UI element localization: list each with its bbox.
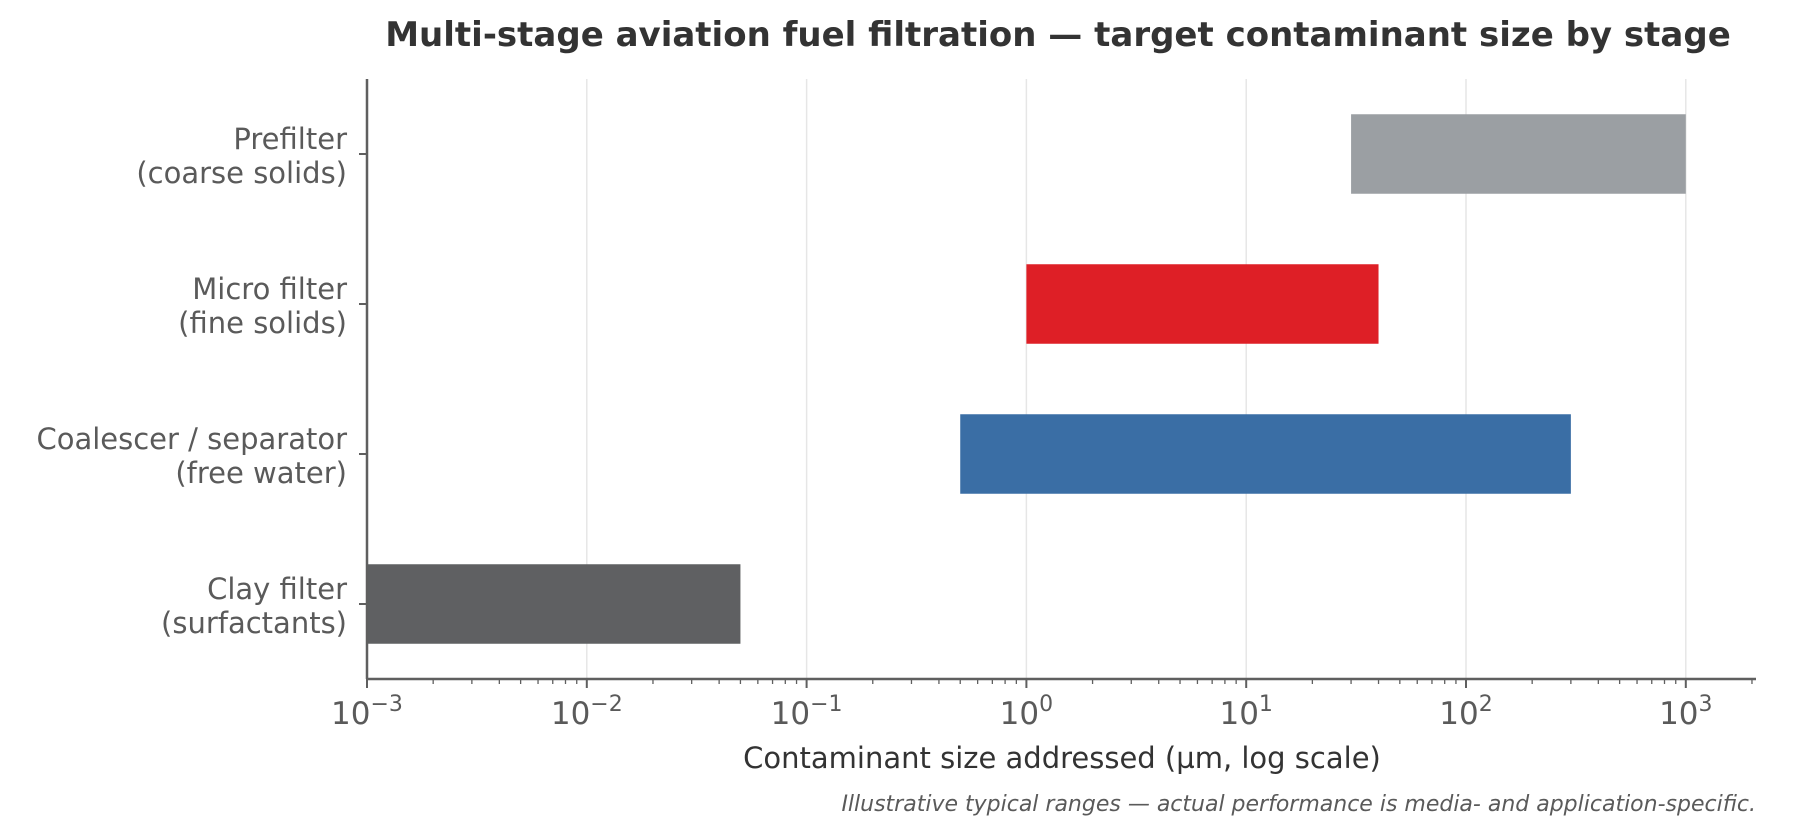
category-sublabel: (coarse solids) xyxy=(136,156,347,190)
category-labels: Prefilter(coarse solids) Micro filter(fin… xyxy=(36,122,347,640)
bar xyxy=(1351,114,1686,194)
axes xyxy=(365,79,1756,681)
x-tick-label: 10−3 xyxy=(331,692,403,732)
bar xyxy=(960,414,1571,494)
category-sublabel: (fine solids) xyxy=(178,306,347,340)
category-label: Coalescer / separator xyxy=(36,422,347,456)
bars xyxy=(367,114,1686,644)
x-tick-label: 101 xyxy=(1219,692,1272,732)
category-label: Clay filter xyxy=(207,572,347,606)
x-axis-title: Contaminant size addressed (µm, log scal… xyxy=(743,741,1381,775)
x-tick-label: 100 xyxy=(1000,692,1053,732)
x-tick-label: 10−1 xyxy=(771,692,843,732)
x-tick-label: 103 xyxy=(1659,692,1712,732)
category-sublabel: (surfactants) xyxy=(161,606,347,640)
category-sublabel: (free water) xyxy=(175,456,347,490)
chart-title: Multi-stage aviation fuel filtration — t… xyxy=(385,15,1731,55)
x-ticks: 10−3 10−2 10−1 100 101 102 103 xyxy=(331,153,1753,732)
bar xyxy=(1026,264,1379,344)
x-tick-label: 102 xyxy=(1439,692,1492,732)
category-label: Micro filter xyxy=(192,272,347,306)
bar xyxy=(367,564,741,644)
category-label: Prefilter xyxy=(233,122,347,156)
x-tick-label: 10−2 xyxy=(551,692,623,732)
chart-note: Illustrative typical ranges — actual per… xyxy=(841,792,1756,817)
